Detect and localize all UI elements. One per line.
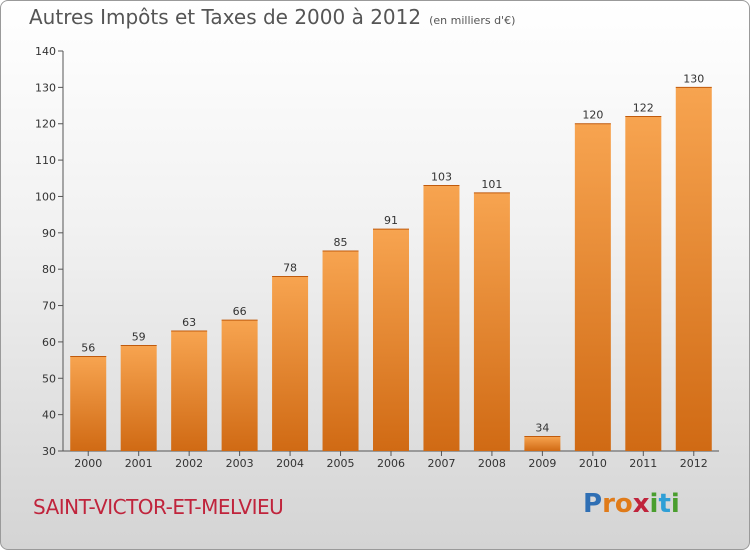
bar-2008 bbox=[473, 192, 510, 451]
logo-letter: r bbox=[602, 489, 615, 519]
bar-2002 bbox=[171, 331, 208, 451]
y-tick-label: 90 bbox=[42, 227, 56, 240]
value-label-2004: 78 bbox=[283, 261, 297, 274]
y-tick-label: 100 bbox=[35, 190, 56, 203]
bar-2007 bbox=[423, 185, 460, 451]
y-tick-label: 60 bbox=[42, 336, 56, 349]
logo-letter: P bbox=[583, 489, 603, 519]
bar-2001 bbox=[120, 345, 157, 451]
bar-2012 bbox=[675, 87, 712, 451]
municipality-name: SAINT-VICTOR-ET-MELVIEU bbox=[33, 495, 284, 519]
value-label-2001: 59 bbox=[132, 331, 146, 344]
x-tick-label-2007: 2007 bbox=[427, 457, 455, 470]
x-tick-label-2009: 2009 bbox=[528, 457, 556, 470]
x-tick-label-2003: 2003 bbox=[226, 457, 254, 470]
bar-2009 bbox=[524, 436, 561, 451]
y-tick-label: 40 bbox=[42, 409, 56, 422]
x-tick-label-2012: 2012 bbox=[680, 457, 708, 470]
bar-2004 bbox=[272, 276, 309, 451]
y-tick-label: 30 bbox=[42, 445, 56, 458]
x-tick-label-2006: 2006 bbox=[377, 457, 405, 470]
logo-letter: t bbox=[658, 489, 671, 519]
logo-letter: o bbox=[614, 489, 633, 519]
y-tick-label: 120 bbox=[35, 118, 56, 131]
y-tick-label: 110 bbox=[35, 154, 56, 167]
logo-letter: i bbox=[670, 489, 680, 519]
y-tick-label: 140 bbox=[35, 45, 56, 58]
value-label-2007: 103 bbox=[431, 171, 452, 184]
logo-letter: x bbox=[632, 489, 650, 519]
value-label-2012: 130 bbox=[683, 72, 704, 85]
chart-subtitle: (en milliers d'€) bbox=[429, 14, 516, 27]
bars: 56 59 63 66 78 85 91 103 101 34 120 122 130 bbox=[70, 72, 712, 452]
x-tick-label-2004: 2004 bbox=[276, 457, 304, 470]
chart-title: Autres Impôts et Taxes de 2000 à 2012 (en… bbox=[29, 5, 515, 29]
x-tick-label-2010: 2010 bbox=[579, 457, 607, 470]
value-label-2002: 63 bbox=[182, 316, 196, 329]
x-tick-label-2002: 2002 bbox=[175, 457, 203, 470]
logo-letter: i bbox=[649, 489, 659, 519]
x-tick-label-2000: 2000 bbox=[74, 457, 102, 470]
value-label-2003: 66 bbox=[233, 305, 247, 318]
value-label-2010: 120 bbox=[582, 109, 603, 122]
value-label-2011: 122 bbox=[633, 101, 654, 114]
proxiti-logo: Proxiti bbox=[583, 489, 680, 519]
value-label-2006: 91 bbox=[384, 214, 398, 227]
y-tick-label: 130 bbox=[35, 81, 56, 94]
axes: 30 40 50 60 70 80 90 100 110 120 130 140 2000 2001 200… bbox=[35, 45, 719, 470]
value-label-2005: 85 bbox=[334, 236, 348, 249]
x-tick-label-2001: 2001 bbox=[125, 457, 153, 470]
value-label-2000: 56 bbox=[81, 341, 95, 354]
bar-2006 bbox=[373, 229, 409, 451]
bar-2010 bbox=[574, 123, 611, 452]
y-tick-label: 80 bbox=[42, 263, 56, 276]
bar-2000 bbox=[70, 356, 107, 451]
y-tick-label: 70 bbox=[42, 300, 56, 313]
title-text: Autres Impôts et Taxes de 2000 à 2012 bbox=[29, 5, 422, 29]
y-tick-label: 50 bbox=[42, 372, 56, 385]
x-tick-label-2011: 2011 bbox=[629, 457, 657, 470]
bar-2011 bbox=[625, 116, 662, 452]
x-tick-label-2005: 2005 bbox=[327, 457, 355, 470]
value-label-2009: 34 bbox=[535, 421, 549, 434]
value-label-2008: 101 bbox=[481, 178, 502, 191]
bar-2005 bbox=[322, 251, 359, 451]
bar-2003 bbox=[221, 320, 258, 451]
x-tick-label-2008: 2008 bbox=[478, 457, 506, 470]
